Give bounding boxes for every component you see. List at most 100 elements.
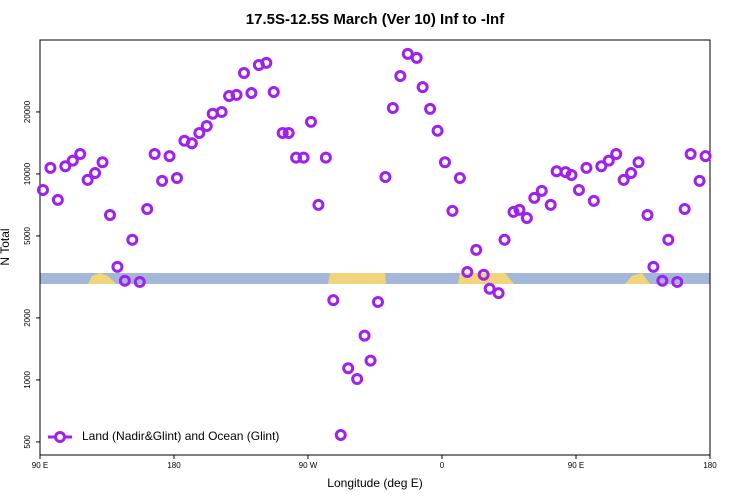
point <box>647 260 660 273</box>
point <box>641 208 654 221</box>
point <box>431 124 444 137</box>
point <box>470 243 483 256</box>
point <box>371 295 384 308</box>
chart-title: 17.5S-12.5S March (Ver 10) Inf to -Inf <box>246 11 505 28</box>
point <box>342 362 355 375</box>
point <box>141 202 154 215</box>
legend-label: Land (Nadir&Glint) and Ocean (Glint) <box>82 429 279 443</box>
y-tick-label: 20000 <box>23 100 32 123</box>
point <box>572 183 585 196</box>
point <box>200 119 213 132</box>
y-tick-label: 10000 <box>23 162 32 185</box>
point <box>699 150 712 163</box>
point <box>379 170 392 183</box>
point <box>245 87 258 100</box>
point <box>290 151 303 164</box>
point <box>44 161 57 174</box>
point <box>334 429 347 442</box>
point <box>678 202 691 215</box>
point <box>319 151 332 164</box>
point <box>327 294 340 307</box>
point <box>453 171 466 184</box>
point <box>103 208 116 221</box>
y-tick-label: 2000 <box>23 308 32 326</box>
point <box>528 191 541 204</box>
point <box>410 51 423 64</box>
x-tick-label: 90 W <box>299 461 318 470</box>
point <box>237 67 250 80</box>
x-tick-label: 90 E <box>568 461 584 470</box>
point <box>520 212 533 225</box>
x-tick-label: 180 <box>167 461 181 470</box>
point <box>163 150 176 163</box>
point <box>535 184 548 197</box>
point <box>118 274 131 287</box>
point <box>148 147 161 160</box>
point <box>446 204 459 217</box>
point <box>656 274 669 287</box>
point <box>565 169 578 182</box>
point <box>51 193 64 206</box>
point <box>416 81 429 94</box>
point <box>230 88 243 101</box>
plot-frame <box>39 39 711 456</box>
point <box>74 147 87 160</box>
point <box>492 287 505 300</box>
point <box>351 373 364 386</box>
x-tick-label: 180 <box>703 461 717 470</box>
point <box>282 127 295 140</box>
y-tick-label: 5000 <box>23 227 32 245</box>
point <box>513 203 526 216</box>
point <box>267 85 280 98</box>
point <box>438 156 451 169</box>
y-axis-label: N Total <box>0 228 12 265</box>
point <box>662 233 675 246</box>
point <box>260 56 273 69</box>
x-tick-label: 90 E <box>32 461 48 470</box>
point <box>276 127 289 140</box>
x-axis-label: Longitude (deg E) <box>327 476 422 490</box>
point <box>215 105 228 118</box>
y-tick-label: 500 <box>23 435 32 449</box>
y-tick-label: 1000 <box>23 370 32 388</box>
point <box>602 154 615 167</box>
point <box>394 69 407 82</box>
land-ocean-strip <box>40 273 710 284</box>
point <box>544 198 557 211</box>
point <box>461 266 474 279</box>
point <box>133 275 146 288</box>
point <box>684 147 697 160</box>
point <box>312 198 325 211</box>
point <box>483 282 496 295</box>
point <box>96 156 109 169</box>
point <box>507 205 520 218</box>
point <box>617 173 630 186</box>
point <box>386 102 399 115</box>
point <box>401 47 414 60</box>
point <box>587 194 600 207</box>
point <box>610 147 623 160</box>
point <box>126 233 139 246</box>
point <box>36 183 49 196</box>
point <box>424 102 437 115</box>
point <box>498 233 511 246</box>
point <box>304 115 317 128</box>
point <box>580 161 593 174</box>
point <box>66 154 79 167</box>
point <box>693 174 706 187</box>
x-tick-label: 0 <box>440 461 445 470</box>
point <box>59 160 72 173</box>
point <box>156 174 169 187</box>
point <box>89 167 102 180</box>
point <box>297 151 310 164</box>
point <box>632 156 645 169</box>
point <box>358 329 371 342</box>
point <box>364 354 377 367</box>
point <box>625 167 638 180</box>
point <box>193 127 206 140</box>
point <box>185 137 198 150</box>
point <box>111 260 124 273</box>
point <box>81 173 94 186</box>
